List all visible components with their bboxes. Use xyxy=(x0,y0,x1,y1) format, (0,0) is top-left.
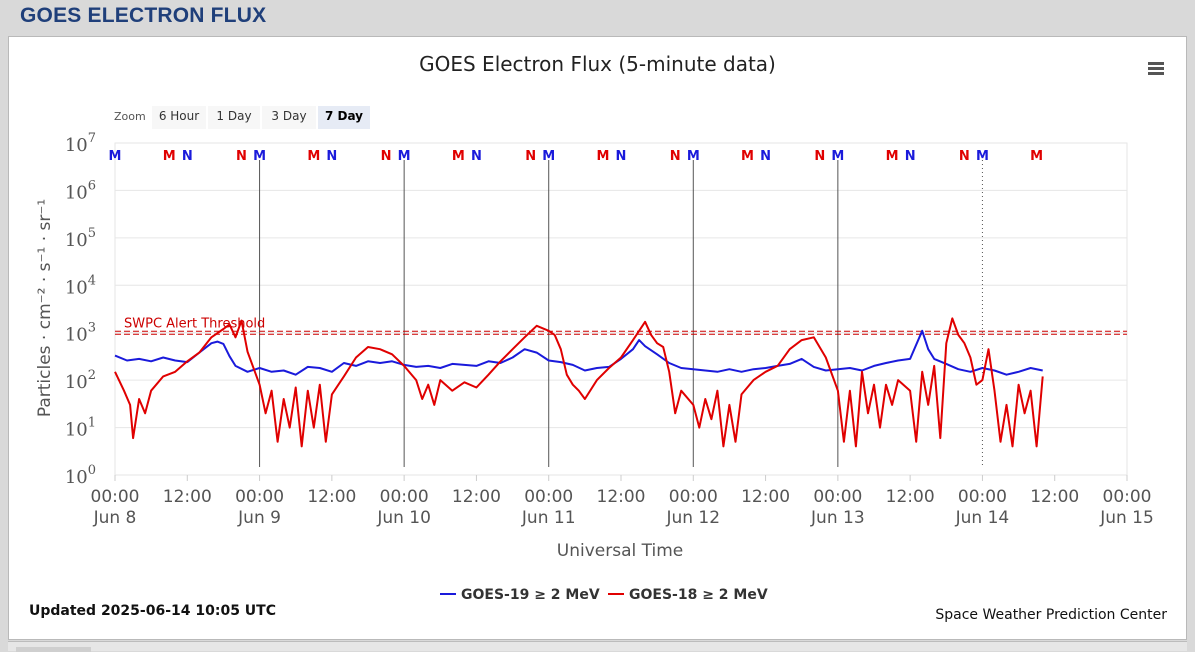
x-tick-date-label: Jun 14 xyxy=(955,508,1010,528)
page-title: GOES ELECTRON FLUX xyxy=(20,4,267,27)
orbit-marker: N xyxy=(670,149,681,164)
credit-text: Space Weather Prediction Center xyxy=(935,607,1167,623)
x-tick-label: 12:00 xyxy=(886,487,935,507)
orbit-marker: M xyxy=(163,149,176,164)
x-tick-date-label: Jun 12 xyxy=(665,508,720,528)
plot-area xyxy=(114,142,1128,476)
x-tick-label: 12:00 xyxy=(741,487,790,507)
x-axis-title: Universal Time xyxy=(557,541,683,561)
x-tick-date-label: Jun 9 xyxy=(237,508,281,528)
orbit-marker: N xyxy=(525,149,536,164)
x-tick-label: 00:00 xyxy=(91,487,140,507)
orbit-marker: M xyxy=(831,149,844,164)
y-tick-label: 103 xyxy=(65,321,96,346)
orbit-marker: M xyxy=(307,149,320,164)
orbit-marker: M xyxy=(253,149,266,164)
updated-timestamp: Updated 2025-06-14 10:05 UTC xyxy=(29,603,276,619)
zoom-6-hour-button[interactable]: 6 Hour xyxy=(152,106,206,129)
orbit-marker: M xyxy=(687,149,700,164)
x-tick-label: 12:00 xyxy=(452,487,501,507)
x-tick-date-label: Jun 13 xyxy=(810,508,865,528)
orbit-marker: N xyxy=(182,149,193,164)
x-tick-label: 00:00 xyxy=(524,487,573,507)
orbit-marker: N xyxy=(236,149,247,164)
x-tick-date-label: Jun 11 xyxy=(521,508,576,528)
orbit-marker: N xyxy=(959,149,970,164)
orbit-marker: N xyxy=(616,149,627,164)
orbit-marker: M xyxy=(741,149,754,164)
x-tick-label: 12:00 xyxy=(597,487,646,507)
chart-panel xyxy=(8,36,1187,640)
orbit-marker: N xyxy=(760,149,771,164)
x-tick-label: 00:00 xyxy=(958,487,1007,507)
legend-label: GOES-18 ≥ 2 MeV xyxy=(629,587,768,603)
threshold-label: SWPC Alert Threshold xyxy=(124,317,265,332)
x-tick-label: 12:00 xyxy=(1030,487,1079,507)
x-tick-label: 12:00 xyxy=(163,487,212,507)
orbit-marker: N xyxy=(905,149,916,164)
chart-title: GOES Electron Flux (5-minute data) xyxy=(419,52,776,76)
hamburger-menu-icon xyxy=(1148,62,1164,65)
y-tick-label: 100 xyxy=(65,463,96,488)
zoom-label: Zoom xyxy=(114,110,146,123)
y-tick-label: 106 xyxy=(65,178,96,203)
hamburger-menu-icon-bar xyxy=(1148,67,1164,70)
x-tick-date-label: Jun 15 xyxy=(1099,508,1154,528)
zoom-7-day-button[interactable]: 7 Day xyxy=(318,106,370,129)
y-tick-label: 102 xyxy=(65,368,96,393)
orbit-marker: N xyxy=(814,149,825,164)
orbit-marker: N xyxy=(381,149,392,164)
y-axis-title: Particles · cm⁻² · s⁻¹ · sr⁻¹ xyxy=(35,199,55,417)
zoom-3-day-button[interactable]: 3 Day xyxy=(262,106,316,129)
orbit-marker: M xyxy=(596,149,609,164)
x-tick-date-label: Jun 10 xyxy=(376,508,431,528)
chart-menu-button[interactable] xyxy=(1145,60,1167,78)
x-tick-label: 00:00 xyxy=(813,487,862,507)
x-tick-date-label: Jun 8 xyxy=(93,508,137,528)
series-line-goes-18 xyxy=(114,317,1044,448)
orbit-marker: M xyxy=(109,149,122,164)
x-tick-label: 00:00 xyxy=(669,487,718,507)
orbit-marker: N xyxy=(471,149,482,164)
orbit-marker: M xyxy=(1030,149,1043,164)
orbit-marker: M xyxy=(542,149,555,164)
y-tick-label: 107 xyxy=(65,131,96,156)
orbit-marker: M xyxy=(886,149,899,164)
x-tick-label: 12:00 xyxy=(307,487,356,507)
orbit-marker: M xyxy=(398,149,411,164)
y-tick-label: 104 xyxy=(65,273,96,298)
orbit-marker: M xyxy=(976,149,989,164)
x-tick-label: 00:00 xyxy=(380,487,429,507)
orbit-marker: M xyxy=(452,149,465,164)
legend-label: GOES-19 ≥ 2 MeV xyxy=(461,587,600,603)
hamburger-menu-icon-bar xyxy=(1148,72,1164,75)
orbit-marker: N xyxy=(326,149,337,164)
y-tick-label: 101 xyxy=(65,416,96,441)
x-tick-label: 00:00 xyxy=(1103,487,1152,507)
zoom-1-day-button[interactable]: 1 Day xyxy=(208,106,260,129)
x-tick-label: 00:00 xyxy=(235,487,284,507)
y-tick-label: 105 xyxy=(65,226,96,251)
